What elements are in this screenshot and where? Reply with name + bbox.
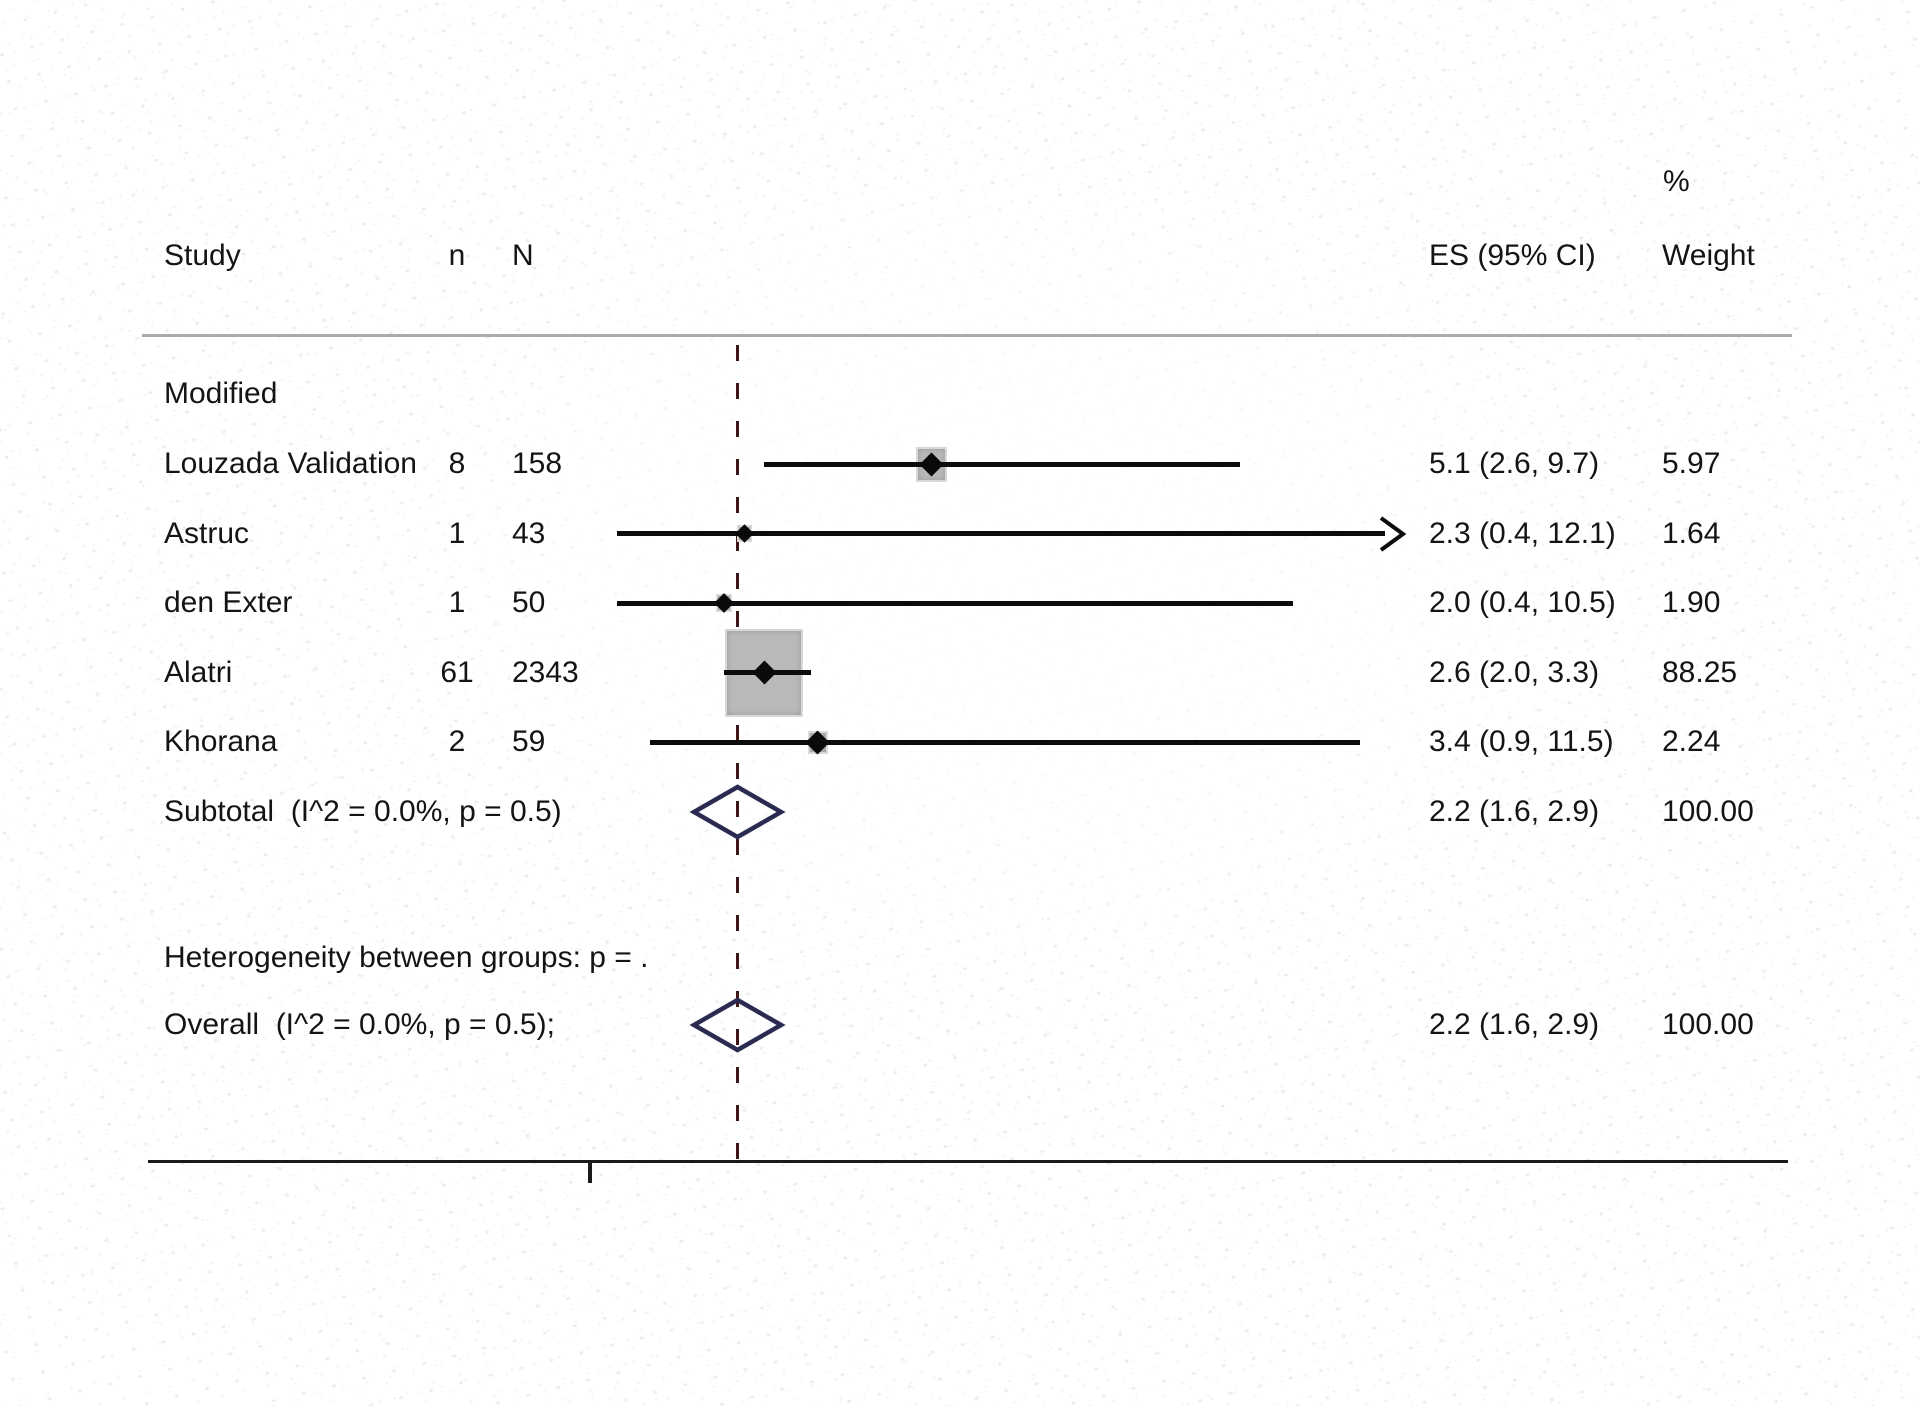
es-ci-value: 2.6 (2.0, 3.3) (1429, 655, 1600, 689)
es-ci-value: 2.3 (0.4, 12.1) (1429, 516, 1616, 550)
weight-column-header: Weight (1662, 239, 1755, 272)
big-n-value: 59 (512, 725, 546, 759)
subtotal-es-ci-value: 2.2 (1.6, 2.9) (1429, 795, 1600, 828)
pooled-estimate-dashed-line (736, 345, 739, 1160)
subtotal-weight-value: 100.00 (1662, 795, 1754, 828)
overall-es-ci-value: 2.2 (1.6, 2.9) (1429, 1008, 1600, 1041)
ci-line (764, 461, 1240, 467)
overall-weight-value: 100.00 (1662, 1008, 1754, 1041)
heterogeneity-note: Heterogeneity between groups: p = . (164, 941, 649, 974)
overall-diamond (689, 997, 786, 1053)
es-ci-value: 3.4 (0.9, 11.5) (1429, 725, 1614, 759)
es-ci-value: 2.0 (0.4, 10.5) (1429, 586, 1616, 620)
weight-value: 88.25 (1662, 655, 1738, 689)
ci-line (616, 531, 1385, 537)
big-n-column-header: N (512, 239, 534, 272)
subtotal-diamond (689, 784, 786, 840)
ci-line (650, 739, 1361, 745)
n-value: 1 (448, 586, 466, 620)
weight-value: 1.64 (1662, 516, 1721, 550)
ci-line (616, 600, 1294, 606)
es-ci-value: 5.1 (2.6, 9.7) (1429, 447, 1600, 480)
group-label: Modified (164, 377, 278, 410)
n-value: 61 (440, 655, 474, 689)
big-n-value: 2343 (512, 655, 579, 689)
study-label: den Exter (164, 586, 293, 620)
overall-label: Overall (I^2 = 0.0%, p = 0.5); (164, 1008, 555, 1041)
study-column-header: Study (164, 239, 241, 272)
subtotal-label: Subtotal (I^2 = 0.0%, p = 0.5) (164, 795, 562, 828)
header-divider-line (142, 334, 1792, 337)
big-n-value: 43 (512, 516, 546, 550)
x-axis-zero-tick (588, 1160, 592, 1183)
n-value: 1 (448, 516, 466, 550)
percent-header: % (1663, 165, 1690, 198)
weight-value: 2.24 (1662, 725, 1721, 759)
study-label: Astruc (164, 516, 250, 550)
weight-value: 1.90 (1662, 586, 1721, 620)
n-value: 8 (448, 447, 466, 480)
x-axis-line (148, 1160, 1788, 1163)
big-n-value: 158 (512, 447, 563, 480)
ci-clip-arrow-icon (1379, 515, 1407, 552)
study-label: Alatri (164, 655, 233, 689)
weight-value: 5.97 (1662, 447, 1721, 480)
n-value: 2 (448, 725, 466, 759)
es-ci-column-header: ES (95% CI) (1429, 239, 1596, 272)
n-column-header: n (448, 239, 466, 272)
study-label: Khorana (164, 725, 278, 759)
big-n-value: 50 (512, 586, 546, 620)
study-label: Louzada Validation (164, 447, 417, 480)
